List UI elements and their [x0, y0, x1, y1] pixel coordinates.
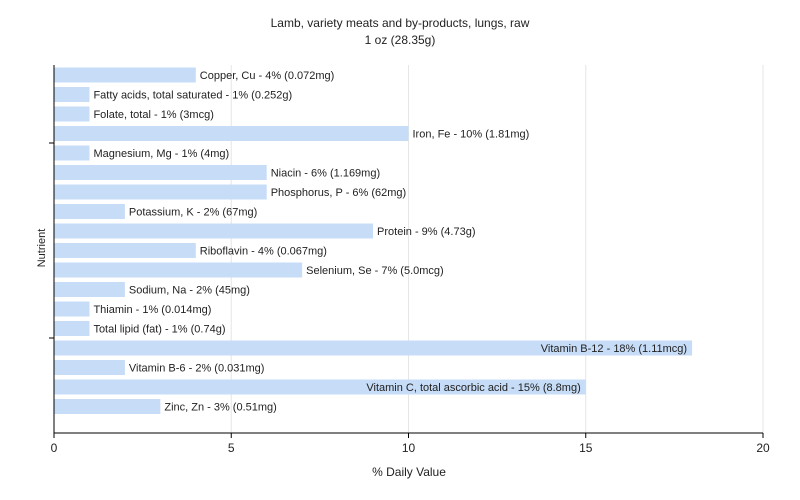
bar-3	[54, 126, 409, 141]
bars-group: Copper, Cu - 4% (0.072mg) Fatty acids, to…	[54, 67, 693, 414]
bar-label-12: Thiamin - 1% (0.014mg)	[93, 304, 211, 316]
bar-label-13: Total lipid (fat) - 1% (0.74g)	[93, 324, 225, 336]
x-tick-label-3: 15	[579, 441, 593, 455]
bar-label-15: Vitamin B-6 - 2% (0.031mg)	[129, 363, 265, 375]
bar-label-5: Niacin - 6% (1.169mg)	[271, 168, 380, 180]
bar-label-11: Sodium, Na - 2% (45mg)	[129, 285, 250, 297]
bar-label-10: Selenium, Se - 7% (5.0mcg)	[306, 265, 444, 277]
bar-15	[54, 360, 125, 375]
x-tick-label-2: 10	[402, 441, 416, 455]
bar-10	[54, 262, 303, 278]
bar-8	[54, 223, 374, 239]
bar-label-1: Fatty acids, total saturated - 1% (0.252…	[93, 90, 292, 102]
bar-1	[54, 87, 90, 102]
bar-7	[54, 204, 125, 219]
bar-label-17: Zinc, Zn - 3% (0.51mg)	[164, 402, 276, 414]
x-tick-label-1: 5	[228, 441, 235, 455]
bar-label-6: Phosphorus, P - 6% (62mg)	[271, 187, 407, 199]
x-tick-label-0: 0	[51, 441, 58, 455]
axes-group: 0 5 10 15 20	[49, 65, 770, 455]
bar-17	[54, 399, 161, 414]
bar-label-16: Vitamin C, total ascorbic acid - 15% (8.…	[366, 382, 580, 394]
bar-label-4: Magnesium, Mg - 1% (4mg)	[93, 148, 229, 160]
bar-11	[54, 282, 125, 297]
bar-4	[54, 145, 90, 161]
bar-16	[54, 379, 586, 395]
x-tick-label-4: 20	[756, 441, 770, 455]
chart-title: Lamb, variety meats and by-products, lun…	[271, 16, 530, 30]
bar-14	[54, 340, 693, 356]
bar-label-2: Folate, total - 1% (3mcg)	[93, 109, 213, 121]
bar-label-14: Vitamin B-12 - 18% (1.11mcg)	[541, 343, 687, 355]
bar-label-9: Riboflavin - 4% (0.067mg)	[200, 246, 327, 258]
y-axis-title: Nutrient	[36, 229, 48, 268]
bar-label-7: Potassium, K - 2% (67mg)	[129, 207, 257, 219]
bar-label-0: Copper, Cu - 4% (0.072mg)	[200, 70, 335, 82]
bar-6	[54, 184, 267, 200]
bar-9	[54, 243, 196, 258]
bar-label-8: Protein - 9% (4.73g)	[377, 226, 475, 238]
bar-5	[54, 165, 267, 180]
chart-subtitle: 1 oz (28.35g)	[365, 33, 436, 47]
bar-12	[54, 301, 90, 317]
bar-2	[54, 106, 90, 122]
bar-0	[54, 67, 196, 83]
bar-13	[54, 321, 90, 336]
x-axis-title: % Daily Value	[372, 465, 446, 479]
bar-label-3: Iron, Fe - 10% (1.81mg)	[413, 129, 530, 141]
